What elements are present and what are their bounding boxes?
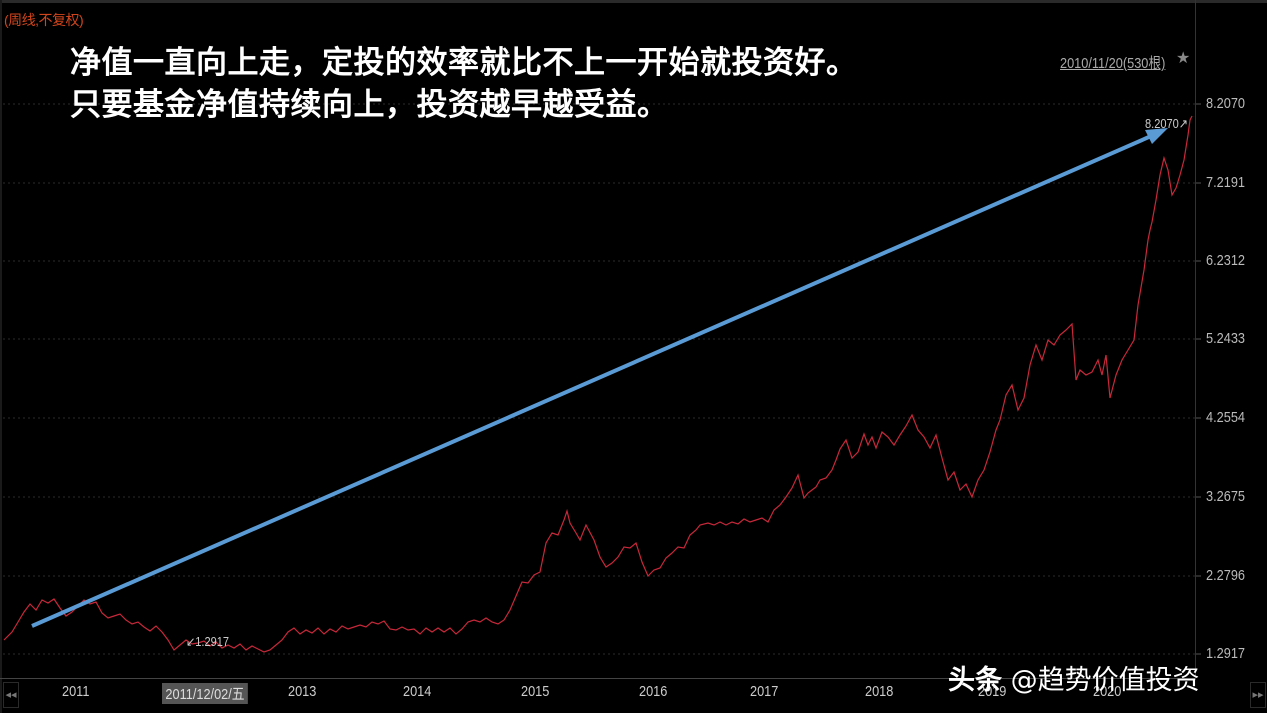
x-tick-label: 2017 (750, 683, 779, 700)
grid-lines (3, 103, 1195, 655)
range-label[interactable]: 2010/11/20(530根) (1060, 55, 1166, 72)
period-mode-label[interactable]: (周线,不复权) (4, 12, 84, 28)
y-tick-label: 8.2070 (1206, 95, 1246, 112)
x-tick-label: 2018 (865, 683, 894, 700)
headline-line-2: 只要基金净值持续向上，投资越早越受益。 (70, 87, 669, 123)
y-tick-label: 5.2433 (1206, 330, 1246, 347)
nav-line (3, 115, 1193, 653)
y-tick-label: 7.2191 (1206, 174, 1246, 191)
x-tick-label: 2015 (521, 683, 550, 700)
top-border (0, 0, 1267, 3)
y-tick-label: 4.2554 (1206, 409, 1246, 426)
crosshair-date-label: 2011/12/02/五 (162, 683, 248, 704)
x-tick-label: 2013 (288, 683, 317, 700)
x-axis-line (0, 678, 1195, 679)
x-tick-label: 2016 (639, 683, 668, 700)
x-tick-label: 2011 (62, 683, 90, 700)
star-icon[interactable]: ★ (1176, 48, 1191, 67)
y-tick-label: 1.2917 (1206, 645, 1246, 662)
y-tick-label: 3.2675 (1206, 488, 1246, 505)
x-tick-label: 2019 (978, 683, 1007, 700)
watermark-handle: @趋势价值投资 (1010, 665, 1200, 696)
headline-annotation: 净值一直向上走，定投的效率就比不上一开始就投资好。 只要基金净值持续向上，投资越… (70, 42, 858, 126)
headline-line-1: 净值一直向上走，定投的效率就比不上一开始就投资好。 (70, 45, 858, 81)
y-axis-line (1195, 0, 1196, 680)
left-border (0, 0, 2, 713)
x-tick-label: 2014 (403, 683, 432, 700)
last-value-marker: 8.2070↗ (1145, 116, 1189, 131)
y-tick-label: 2.2796 (1206, 567, 1246, 584)
scroll-right-button[interactable]: ▸▸ (1250, 682, 1266, 708)
y-axis-ticks (1195, 103, 1201, 655)
y-tick-label: 6.2312 (1206, 252, 1246, 269)
scroll-left-button[interactable]: ◂◂ (3, 682, 19, 708)
x-tick-label: 2020 (1093, 683, 1122, 700)
trend-arrow (31, 128, 1168, 628)
watermark-brand: 头条 (948, 665, 1002, 696)
watermark: 头条 @趋势价值投资 (948, 658, 1200, 697)
min-value-marker: ↙1.2917 (186, 634, 230, 649)
